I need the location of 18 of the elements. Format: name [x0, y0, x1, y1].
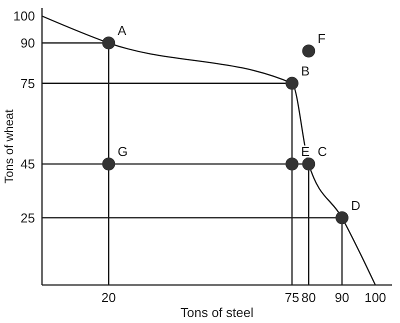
x-tick-label: 90	[334, 290, 350, 305]
annotation: C	[318, 144, 328, 159]
annotation: D	[351, 198, 360, 213]
y-tick-label: 45	[20, 156, 35, 172]
x-tick-label: 80	[301, 290, 316, 305]
y-tick-label: 90	[20, 36, 35, 51]
annotation: A	[118, 22, 127, 38]
annotation: F	[318, 31, 326, 46]
x-axis-title: Tons of steel	[180, 305, 254, 320]
x-tick-label: 20	[101, 290, 116, 305]
y-tick-label: 100	[13, 8, 35, 24]
y-tick-label: 75	[20, 76, 35, 91]
annotation: B	[301, 63, 310, 78]
annotation: G	[118, 144, 128, 159]
x-tick-label: 100	[364, 290, 386, 305]
y-axis-title: Tons of wheat	[2, 108, 16, 184]
x-tick-label: 75	[284, 290, 300, 305]
y-tick-label: 25	[20, 210, 35, 226]
